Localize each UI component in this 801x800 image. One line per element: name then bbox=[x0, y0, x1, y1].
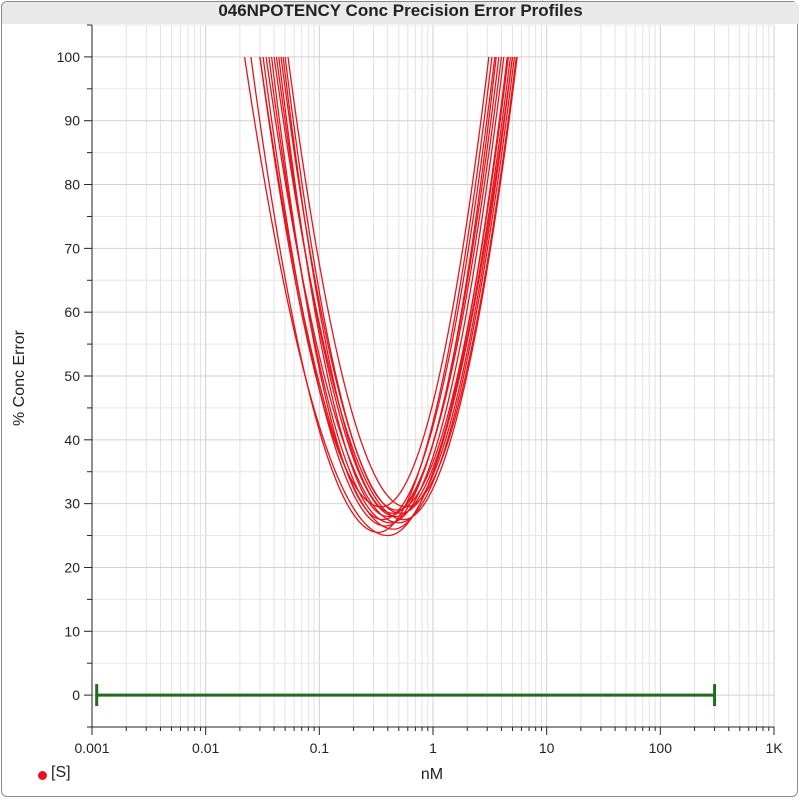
y-tick-label: 50 bbox=[64, 368, 80, 384]
x-axis-label: nM bbox=[420, 766, 444, 783]
title-bar bbox=[2, 2, 799, 24]
x-tick-label: 0.1 bbox=[310, 740, 330, 756]
x-tick-label: 0.001 bbox=[74, 740, 109, 756]
x-tick-label: 10 bbox=[539, 740, 555, 756]
error-profile-line bbox=[284, 56, 509, 511]
y-tick-label: 90 bbox=[64, 113, 80, 129]
y-tick-label: 100 bbox=[57, 49, 81, 65]
x-tick-label: 1K bbox=[765, 740, 783, 756]
error-profile-line bbox=[275, 56, 512, 518]
error-profile-line bbox=[243, 56, 514, 537]
y-tick-label: 0 bbox=[72, 687, 80, 703]
x-tick-label: 0.01 bbox=[192, 740, 219, 756]
error-profile-line bbox=[287, 56, 517, 508]
error-profile-line bbox=[282, 56, 497, 514]
y-tick-label: 20 bbox=[64, 559, 80, 575]
legend-marker bbox=[38, 770, 47, 780]
y-tick-label: 10 bbox=[64, 623, 80, 639]
y-tick-label: 80 bbox=[64, 177, 80, 193]
error-profile-line bbox=[250, 56, 493, 533]
y-tick-label: 70 bbox=[64, 240, 80, 256]
x-tick-label: 100 bbox=[649, 740, 673, 756]
error-profile-line bbox=[278, 56, 503, 518]
legend-label: [S] bbox=[51, 764, 71, 781]
chart-title: 046NPOTENCY Conc Precision Error Profile… bbox=[218, 1, 583, 20]
y-axis-label: % Conc Error bbox=[11, 329, 28, 427]
y-tick-label: 40 bbox=[64, 432, 80, 448]
x-tick-label: 1 bbox=[429, 740, 437, 756]
y-tick-label: 60 bbox=[64, 304, 80, 320]
error-profile-line bbox=[270, 56, 496, 521]
y-tick-label: 30 bbox=[64, 496, 80, 512]
error-profile-line bbox=[259, 56, 490, 508]
error-profile-line bbox=[265, 56, 516, 524]
legend[interactable]: [S] bbox=[38, 764, 71, 782]
